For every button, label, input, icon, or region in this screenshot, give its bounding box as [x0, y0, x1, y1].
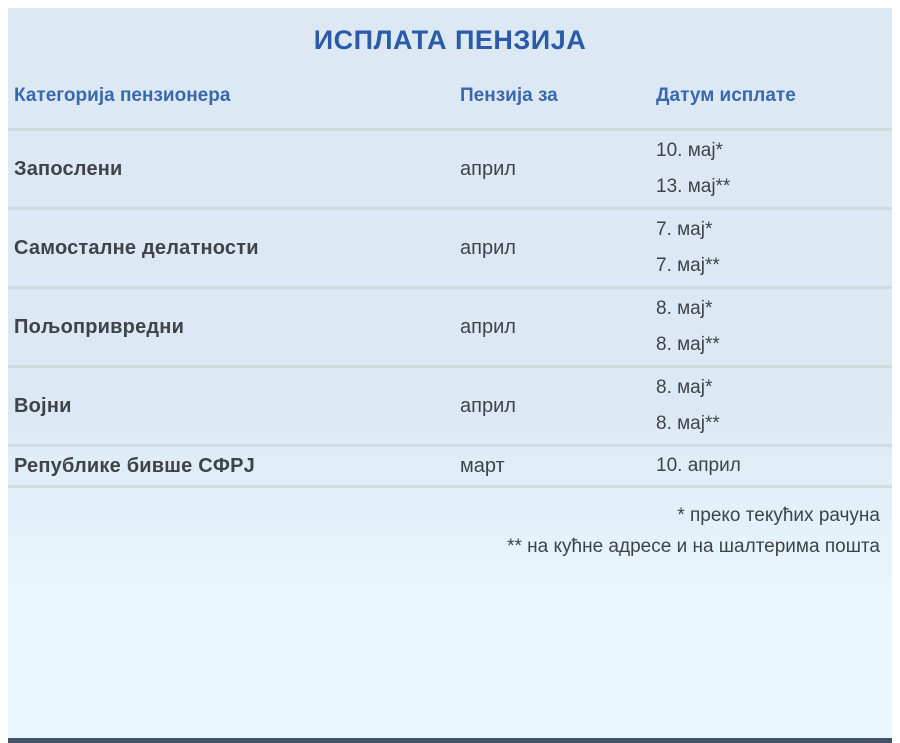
pension-table-panel: ИСПЛАТА ПЕНЗИЈА Категорија пензионера Пе…: [8, 8, 892, 743]
table-row-former-sfrj: Републике бивше СФРЈ март 10. април: [8, 447, 892, 485]
row-category: Војни: [14, 394, 72, 417]
footnote-home-addresses: ** на кућне адресе и на шалтерима пошта: [507, 536, 880, 557]
row-payment-dates: 8. мај* 8. мај**: [656, 370, 882, 442]
table-header-row: Категорија пензионера Пензија за Датум и…: [8, 64, 892, 128]
row-payment-dates: 10. мај* 13. мај**: [656, 133, 882, 205]
footnotes: * преко текућих рачуна ** на кућне адрес…: [8, 500, 892, 562]
row-category: Запослени: [14, 157, 123, 180]
row-divider: [8, 286, 892, 289]
header-pension-for: Пензија за: [460, 85, 558, 106]
table-row-employed: Запослени април 10. мај* 13. мај**: [8, 131, 892, 207]
row-pension-for: март: [460, 454, 505, 477]
payment-date-line: 7. мај*: [656, 219, 713, 240]
bottom-bar: [8, 738, 892, 743]
table-row-self-employed: Самосталне делатности април 7. мај* 7. м…: [8, 210, 892, 286]
header-payment-date: Датум исплате: [656, 85, 796, 106]
row-divider: [8, 365, 892, 368]
payment-date-line: 8. мај*: [656, 377, 713, 398]
page-title: ИСПЛАТА ПЕНЗИЈА: [313, 24, 587, 55]
row-divider: [8, 128, 892, 131]
pension-table: Категорија пензионера Пензија за Датум и…: [8, 64, 892, 488]
payment-date-line: 10. април: [656, 455, 741, 476]
row-category: Републике бивше СФРЈ: [14, 454, 255, 477]
row-pension-for: април: [460, 394, 516, 417]
row-payment-dates: 7. мај* 7. мај**: [656, 212, 882, 284]
row-payment-dates: 8. мај* 8. мај**: [656, 291, 882, 363]
header-category: Категорија пензионера: [14, 85, 231, 106]
table-row-military: Војни април 8. мај* 8. мај**: [8, 368, 892, 444]
table-row-agricultural: Пољопривредни април 8. мај* 8. мај**: [8, 289, 892, 365]
row-divider: [8, 444, 892, 447]
payment-date-line: 13. мај**: [656, 176, 731, 197]
row-pension-for: април: [460, 315, 516, 338]
row-category: Пољопривредни: [14, 315, 185, 338]
payment-date-line: 8. мај**: [656, 334, 720, 355]
footnote-current-accounts: * преко текућих рачуна: [677, 505, 880, 526]
row-divider: [8, 207, 892, 210]
row-category: Самосталне делатности: [14, 236, 259, 259]
payment-date-line: 8. мај*: [656, 298, 713, 319]
payment-date-line: 7. мај**: [656, 255, 720, 276]
row-pension-for: април: [460, 157, 516, 180]
payment-date-line: 8. мај**: [656, 413, 720, 434]
row-pension-for: април: [460, 236, 516, 259]
payment-date-line: 10. мај*: [656, 140, 723, 161]
row-payment-dates: 10. април: [656, 448, 882, 484]
row-divider: [8, 485, 892, 488]
